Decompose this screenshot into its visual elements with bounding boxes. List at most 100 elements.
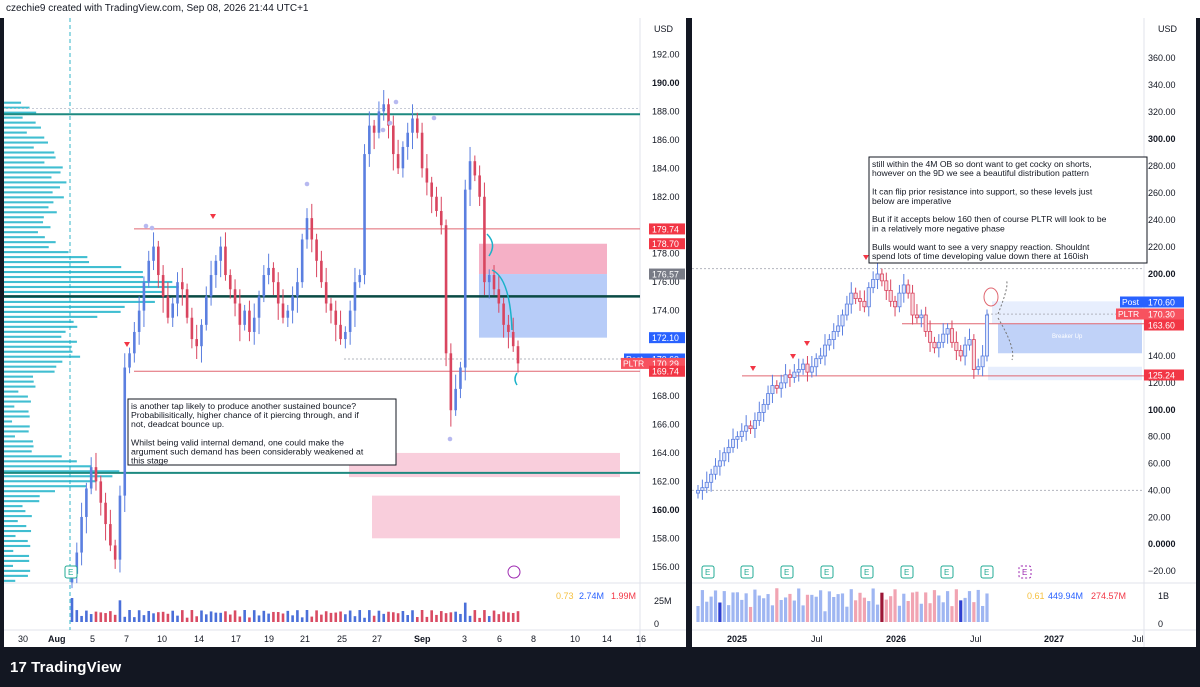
candle-body	[363, 154, 366, 276]
volume-profile-bar	[4, 340, 77, 343]
volume-bar	[463, 602, 467, 622]
earnings-marker	[980, 565, 994, 579]
volume-bar	[731, 592, 735, 622]
candle-body	[89, 467, 93, 489]
volume-profile-bar	[4, 315, 98, 318]
volume-profile-bar	[4, 285, 179, 289]
candle-body	[224, 246, 227, 276]
x-tick-label: Jul	[1132, 634, 1144, 644]
volume-profile-bar	[4, 445, 34, 448]
candle-body	[344, 331, 347, 340]
volume-profile-bar	[4, 161, 45, 164]
volume-bar	[910, 592, 915, 622]
zone-lower	[988, 366, 1142, 381]
annotation-line-5: argument such demand has been considerab…	[131, 447, 364, 457]
volume-bar	[849, 589, 853, 622]
candle-body	[787, 374, 792, 378]
x-tick-label: 27	[372, 634, 382, 644]
x-tick-label: 19	[264, 634, 274, 644]
y-tick-label: 166.00	[652, 419, 680, 429]
volume-bar	[439, 611, 443, 622]
x-tick-label: Jul	[970, 634, 982, 644]
volume-profile-bar	[4, 520, 18, 523]
volume-bar	[152, 613, 155, 622]
volume-profile-bar	[4, 186, 60, 189]
chart-left-svg[interactable]: USD is another tap likely to produce anot…	[4, 18, 686, 647]
volume-bar	[315, 610, 318, 622]
candle-body	[113, 545, 117, 560]
candle-body	[406, 132, 409, 147]
zone-breaker	[998, 323, 1142, 354]
candle-body	[157, 246, 160, 276]
x-tick-label: Sep	[414, 634, 431, 644]
down-marker-3	[790, 354, 796, 359]
chart-panel-right[interactable]: USD Breaker Up still within the 4M OB so d…	[692, 18, 1196, 647]
volume-bar	[353, 616, 357, 622]
candle-body	[792, 371, 797, 378]
candle-body	[827, 339, 832, 346]
candle-body	[166, 296, 170, 318]
volume-profile-bar	[4, 460, 77, 463]
candle-body	[893, 300, 898, 308]
annotation-line-6: this stage	[131, 456, 168, 466]
candle-body	[866, 287, 871, 308]
volume-profile-bar	[4, 465, 92, 468]
annotation-line-6: But if it accepts below 160 then of cour…	[872, 214, 1107, 224]
volume-profile-bar	[4, 266, 122, 269]
volume-bar	[976, 589, 980, 622]
volume-bar	[228, 614, 232, 622]
candle-body	[748, 425, 753, 429]
header-credit: czechie9 created with TradingView.com, S…	[0, 0, 1200, 18]
volume-profile-bar	[4, 375, 34, 378]
candle-body	[919, 314, 924, 319]
candle-body	[137, 310, 141, 332]
volume-profile-bar	[4, 455, 62, 458]
volume-bar	[85, 610, 88, 622]
candle-body	[334, 310, 338, 325]
candle-body	[324, 282, 328, 304]
price-tag-prefix-bg	[1116, 308, 1144, 320]
volume-bar	[200, 610, 203, 622]
volume-axis-top: 1B	[1158, 591, 1169, 601]
price-tag-3: 172.10	[652, 333, 679, 343]
volume-bar	[372, 615, 376, 622]
tradingview-logo[interactable]: 17 TradingView	[10, 659, 121, 676]
volume-bar	[919, 603, 923, 622]
volume-profile-bar	[4, 116, 23, 119]
annotation-line-0: still within the 4M OB so dont want to g…	[872, 159, 1092, 169]
pivot-dot	[149, 225, 155, 231]
candle-body	[468, 161, 472, 190]
chart-panel-left[interactable]: USD is another tap likely to produce anot…	[4, 18, 686, 647]
x-tick-label: 16	[636, 634, 646, 644]
volume-bar	[161, 611, 165, 622]
x-tick-label: 25	[337, 634, 347, 644]
candle-body	[267, 267, 270, 276]
candle-body	[704, 481, 709, 489]
candle-body	[700, 487, 705, 491]
y-tick-label: 280.00	[1148, 161, 1176, 171]
volume-bar	[735, 592, 740, 622]
volume-bar	[243, 610, 246, 622]
volume-profile-bar	[4, 380, 34, 383]
volume-bar	[233, 610, 237, 622]
candle-body	[449, 353, 453, 411]
volume-profile-bar	[4, 111, 37, 114]
volume-bar	[783, 597, 788, 622]
volume-bar	[171, 610, 175, 622]
volume-profile-bar	[4, 156, 56, 159]
volume-bar	[133, 617, 136, 622]
chart-right-svg[interactable]: USD Breaker Up still within the 4M OB so d…	[692, 18, 1196, 647]
candle-body	[185, 289, 189, 318]
volume-profile-bar	[4, 579, 16, 582]
candle-body	[161, 275, 165, 297]
x-tick-label: 14	[602, 634, 612, 644]
candle-body	[454, 388, 457, 411]
volume-bar	[779, 599, 783, 622]
candle-body	[945, 328, 950, 335]
volume-bar	[696, 606, 700, 622]
y-tick-label: 20.00	[1148, 512, 1171, 522]
x-tick-label: Jul	[811, 634, 823, 644]
candle-body	[897, 292, 902, 308]
candle-body	[836, 325, 841, 332]
zone-pink-0	[479, 243, 607, 275]
